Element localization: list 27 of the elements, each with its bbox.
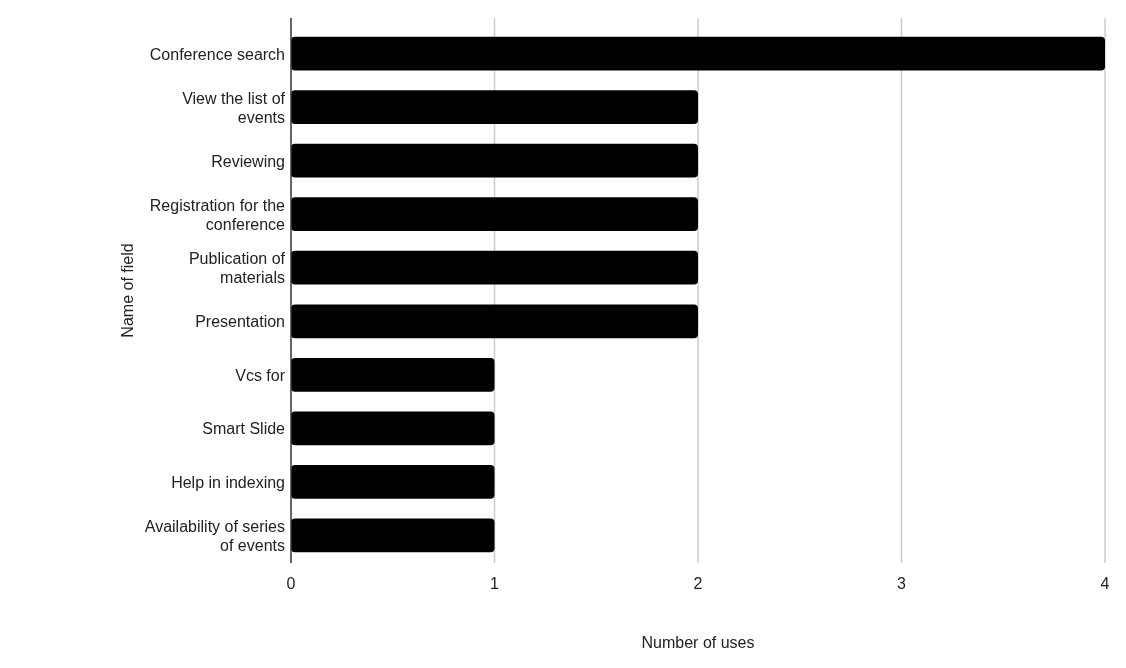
y-tick-label: Conference search bbox=[149, 45, 285, 63]
x-tick-label: 4 bbox=[1100, 575, 1110, 592]
y-tick-label: Registration for the conference bbox=[149, 196, 286, 233]
y-tick-label: Vcs for bbox=[235, 366, 286, 384]
x-tick-label: 2 bbox=[693, 575, 703, 592]
x-axis-title: Number of uses bbox=[641, 634, 755, 651]
x-tick-label: 0 bbox=[286, 575, 296, 592]
y-tick-label: Presentation bbox=[195, 313, 285, 331]
bar bbox=[291, 357, 495, 392]
bar bbox=[291, 143, 698, 178]
y-tick-label: View the list of events bbox=[182, 89, 286, 126]
x-tick-label: 1 bbox=[490, 575, 500, 592]
y-tick-label: Availability of series of events bbox=[144, 517, 285, 554]
y-tick-label: Reviewing bbox=[211, 152, 285, 170]
y-tick-label: Help in indexing bbox=[171, 473, 285, 491]
bar bbox=[291, 411, 495, 446]
bar bbox=[291, 518, 495, 553]
y-tick-label: Publication of materials bbox=[188, 250, 286, 287]
bar bbox=[291, 250, 698, 285]
y-tick-label: Smart Slide bbox=[202, 420, 286, 438]
x-tick-label: 3 bbox=[897, 575, 907, 592]
y-axis-title: Name of field bbox=[119, 243, 136, 338]
bar bbox=[291, 90, 698, 124]
bar bbox=[291, 465, 495, 499]
bar bbox=[291, 304, 698, 339]
bar bbox=[291, 197, 698, 232]
bar bbox=[291, 36, 1105, 71]
